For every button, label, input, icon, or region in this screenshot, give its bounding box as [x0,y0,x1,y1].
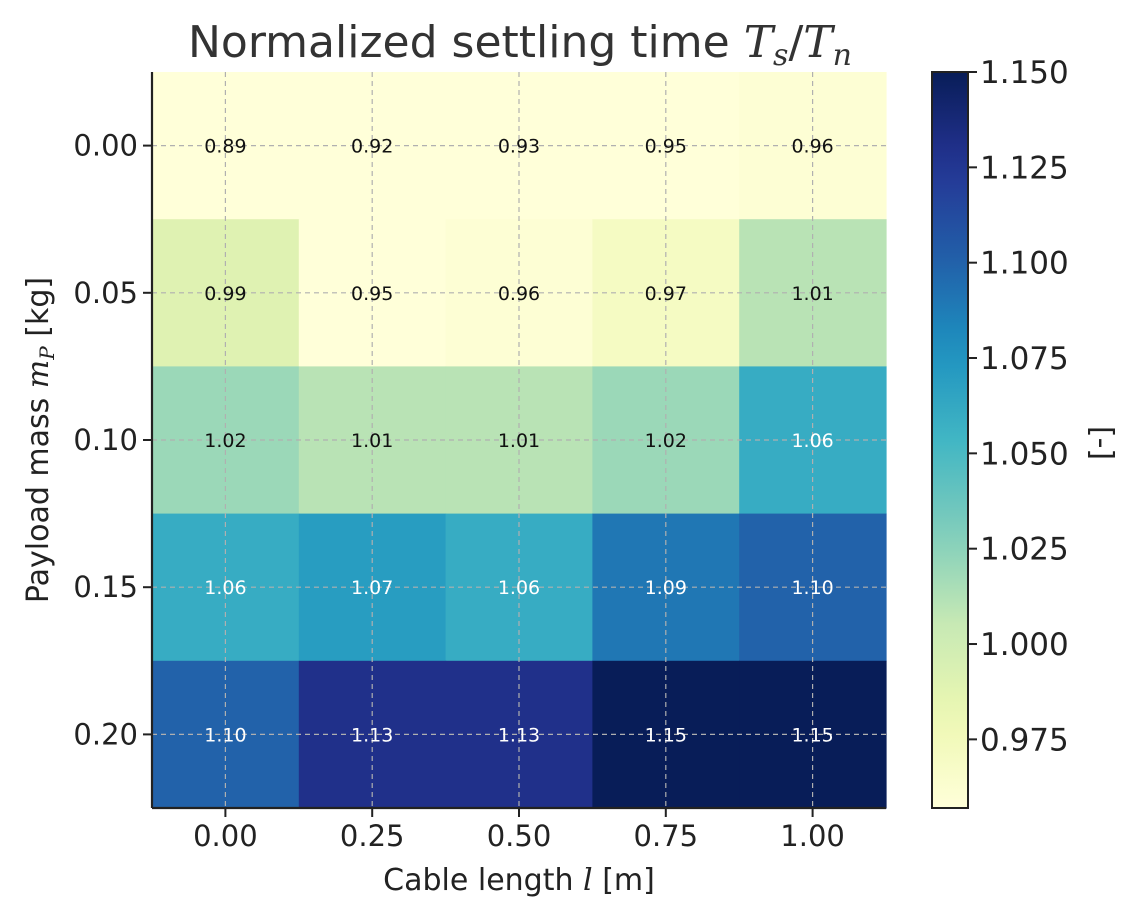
y-axis-label: Payload mass mP [kg] [21,277,59,603]
cell-value-label: 1.02 [204,430,246,452]
chart-title: Normalized settling time Ts/Tn [188,17,852,73]
cell-value-label: 1.02 [645,430,687,452]
y-axis-ticks: 0.00 0.05 0.10 0.15 0.20 [73,129,152,751]
colorbar-tick-label: 1.150 [980,55,1069,91]
x-axis-label: Cable length l [m] [383,863,655,898]
y-tick-label: 0.05 [73,276,138,310]
cell-value-label: 1.01 [498,430,540,452]
colorbar-tick-label: 0.975 [980,722,1069,758]
x-tick-label: 0.25 [340,819,405,853]
cell-value-label: 0.89 [204,136,246,158]
y-tick-label: 0.15 [73,570,138,604]
cell-value-labels: 0.89 0.92 0.93 0.95 0.96 0.99 0.95 0.96 0.97 1.01… [204,136,834,747]
colorbar-tick-label: 1.075 [980,341,1069,377]
x-axis-ticks: 0.00 0.25 0.50 0.75 1.00 [193,808,845,853]
y-tick-label: 0.20 [73,717,138,751]
colorbar-tick-label: 1.000 [980,627,1069,663]
cell-value-label: 0.93 [498,136,540,158]
cell-value-label: 0.97 [645,283,687,305]
colorbar-tick-label: 1.050 [980,436,1069,472]
x-tick-label: 0.50 [487,819,552,853]
x-tick-label: 0.75 [634,819,699,853]
colorbar-tick-label: 1.025 [980,532,1069,568]
gridlines [152,72,886,808]
cell-value-label: 1.15 [791,724,833,746]
cell-value-label: 0.92 [351,136,393,158]
x-tick-label: 0.00 [193,819,258,853]
cell-value-label: 1.07 [351,577,393,599]
cell-value-label: 1.15 [645,724,687,746]
colorbar-tick-label: 1.125 [980,150,1069,186]
cell-value-label: 0.96 [498,283,540,305]
cell-value-label: 1.10 [791,577,833,599]
y-tick-label: 0.10 [73,423,138,457]
cell-value-label: 1.01 [791,283,833,305]
cell-value-label: 1.09 [645,577,687,599]
cell-value-label: 1.06 [791,430,833,452]
y-tick-label: 0.00 [73,129,138,163]
x-tick-label: 1.00 [780,819,845,853]
colorbar-ticks: 0.975 1.000 1.025 1.050 1.075 1.100 1.125 1.150 [968,55,1069,758]
cell-value-label: 1.13 [351,724,393,746]
cell-value-label: 0.96 [791,136,833,158]
cell-value-label: 1.06 [498,577,540,599]
cell-value-label: 1.10 [204,724,246,746]
cell-value-label: 0.95 [645,136,687,158]
cell-value-label: 1.01 [351,430,393,452]
cell-value-label: 1.06 [204,577,246,599]
colorbar-label: [-] [1084,426,1119,460]
cell-value-label: 0.99 [204,283,246,305]
colorbar-tick-label: 1.100 [980,246,1069,282]
colorbar [931,71,969,809]
cell-value-label: 0.95 [351,283,393,305]
cell-value-label: 1.13 [498,724,540,746]
